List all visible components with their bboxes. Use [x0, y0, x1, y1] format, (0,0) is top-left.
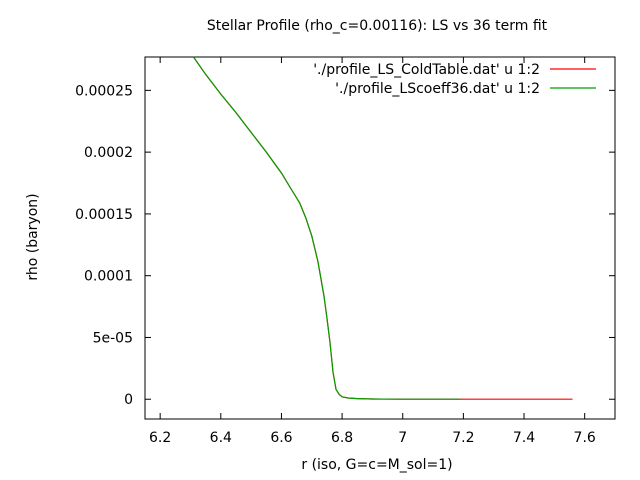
x-tick-label: 7 [398, 430, 407, 446]
legend-label-2: './profile_LScoeff36.dat' u 1:2 [335, 81, 540, 97]
y-tick-label: 0.0001 [84, 269, 133, 285]
x-tick-label: 6.8 [331, 430, 353, 446]
legend-label-1: './profile_LS_ColdTable.dat' u 1:2 [313, 62, 540, 78]
x-tick-label: 6.2 [149, 430, 171, 446]
x-tick-label: 7.6 [574, 430, 596, 446]
axis-ticks: 6.2 6.4 6.6 6.8 7 7.2 7.4 7.6 0 5e-05 0.0001 0.0001… [75, 57, 615, 446]
x-tick-label: 7.4 [513, 430, 535, 446]
series-line-2 [193, 56, 461, 400]
chart-title: Stellar Profile (rho_c=0.00116): LS vs 3… [207, 18, 548, 34]
x-axis-label: r (iso, G=c=M_sol=1) [301, 457, 452, 473]
x-tick-label: 7.2 [452, 430, 474, 446]
y-axis-label: rho (baryon) [25, 193, 41, 280]
x-tick-label: 6.6 [270, 430, 292, 446]
y-tick-label: 5e-05 [93, 330, 133, 346]
series-layer [193, 56, 573, 400]
y-tick-label: 0.0002 [84, 145, 133, 161]
series-line-1 [193, 56, 573, 400]
y-tick-label: 0 [124, 392, 133, 408]
y-tick-label: 0.00025 [75, 83, 133, 99]
y-tick-label: 0.00015 [75, 207, 133, 223]
legend: './profile_LS_ColdTable.dat' u 1:2 './pro… [313, 62, 596, 97]
x-tick-label: 6.4 [210, 430, 232, 446]
plot-frame [144, 56, 616, 420]
